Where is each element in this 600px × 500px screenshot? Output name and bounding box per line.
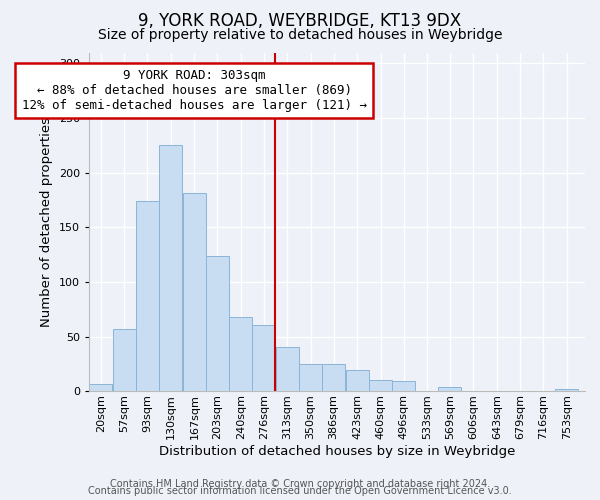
Text: Contains public sector information licensed under the Open Government Licence v3: Contains public sector information licen…	[88, 486, 512, 496]
Text: 9 YORK ROAD: 303sqm
← 88% of detached houses are smaller (869)
12% of semi-detac: 9 YORK ROAD: 303sqm ← 88% of detached ho…	[22, 69, 367, 112]
Bar	[346, 370, 368, 391]
Bar	[299, 364, 322, 391]
Bar	[322, 364, 345, 391]
Bar	[206, 256, 229, 391]
Bar	[89, 384, 112, 391]
Bar	[136, 201, 159, 391]
Y-axis label: Number of detached properties: Number of detached properties	[40, 117, 53, 327]
Bar	[392, 382, 415, 391]
Bar	[113, 329, 136, 391]
Bar	[252, 324, 275, 391]
Bar	[229, 317, 252, 391]
Bar	[369, 380, 392, 391]
Bar	[183, 194, 206, 391]
Bar	[556, 389, 578, 391]
Bar	[275, 348, 299, 391]
Bar	[439, 387, 461, 391]
X-axis label: Distribution of detached houses by size in Weybridge: Distribution of detached houses by size …	[159, 444, 515, 458]
Text: Contains HM Land Registry data © Crown copyright and database right 2024.: Contains HM Land Registry data © Crown c…	[110, 479, 490, 489]
Bar	[160, 146, 182, 391]
Text: 9, YORK ROAD, WEYBRIDGE, KT13 9DX: 9, YORK ROAD, WEYBRIDGE, KT13 9DX	[139, 12, 461, 30]
Text: Size of property relative to detached houses in Weybridge: Size of property relative to detached ho…	[98, 28, 502, 42]
